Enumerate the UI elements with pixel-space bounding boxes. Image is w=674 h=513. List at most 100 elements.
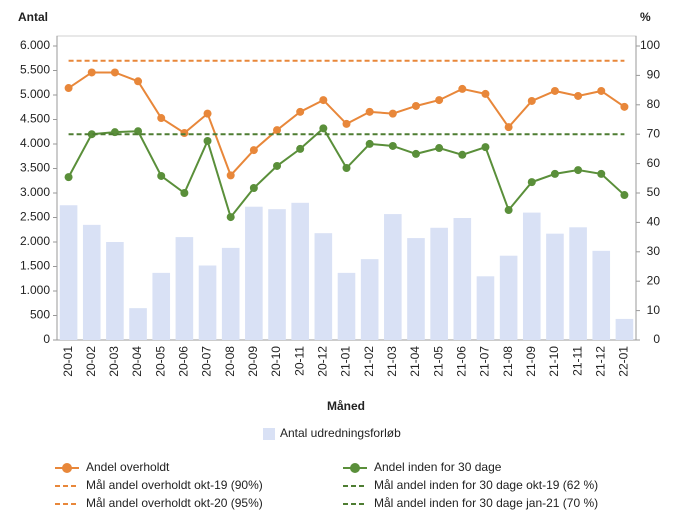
marker xyxy=(180,129,189,138)
y-tick-label: 4.000 xyxy=(20,136,50,150)
marker xyxy=(458,84,467,93)
x-tick-label: 21-11 xyxy=(570,346,584,376)
x-tick-label: 21-02 xyxy=(362,346,376,377)
y-tick-label: 3.000 xyxy=(20,185,50,199)
x-tick-label: 21-10 xyxy=(547,346,561,377)
marker xyxy=(157,114,166,123)
bar xyxy=(592,250,611,340)
marker xyxy=(620,102,629,111)
marker xyxy=(226,213,235,222)
marker xyxy=(180,189,189,197)
y-axis-title: Antal xyxy=(18,10,48,24)
marker xyxy=(458,150,467,159)
x-tick-label: 20-07 xyxy=(200,346,214,377)
marker xyxy=(203,109,212,118)
bar xyxy=(314,233,333,340)
x-tick-label: 20-12 xyxy=(316,346,330,377)
marker xyxy=(481,89,490,98)
legend-label: Mål andel inden for 30 dage jan-21 (70 %… xyxy=(374,496,598,510)
marker xyxy=(411,101,420,110)
legend-marker xyxy=(62,463,72,473)
bar xyxy=(198,265,217,340)
marker xyxy=(203,136,212,145)
marker xyxy=(388,109,397,118)
x-tick-label: 21-07 xyxy=(478,346,492,377)
marker xyxy=(597,169,606,178)
marker xyxy=(597,86,606,95)
marker xyxy=(273,126,282,135)
marker xyxy=(319,96,328,105)
y2-tick-label: 60 xyxy=(647,156,661,170)
marker xyxy=(87,68,96,77)
legend-swatch xyxy=(263,428,275,440)
bar xyxy=(291,202,309,340)
x-tick-label: 20-06 xyxy=(177,346,191,377)
marker xyxy=(411,149,420,158)
bar xyxy=(360,259,379,340)
x-tick-label: 20-04 xyxy=(130,346,144,377)
marker xyxy=(249,184,258,193)
bar xyxy=(245,206,263,340)
y2-tick-label: 10 xyxy=(647,303,661,317)
x-tick-label: 21-01 xyxy=(339,346,353,377)
marker xyxy=(296,144,305,153)
y-tick-label: 0 xyxy=(43,332,50,346)
x-axis-title: Måned xyxy=(327,399,365,413)
bar xyxy=(268,209,286,340)
bar xyxy=(615,318,634,340)
legend-label: Andel overholdt xyxy=(86,460,170,474)
marker xyxy=(620,191,629,200)
x-tick-label: 21-03 xyxy=(385,346,399,377)
y-tick-label: 2.000 xyxy=(20,234,50,248)
bar xyxy=(499,255,518,340)
legend-label: Andel inden for 30 dage xyxy=(374,460,502,474)
y-tick-label: 1.000 xyxy=(20,283,50,297)
y2-tick-label: 70 xyxy=(647,126,661,140)
bar xyxy=(337,272,356,340)
marker xyxy=(365,139,374,148)
x-tick-label: 21-12 xyxy=(593,346,607,377)
x-tick-label: 20-02 xyxy=(84,346,98,377)
marker xyxy=(87,130,96,139)
y2-tick-label: 90 xyxy=(647,68,661,82)
y-tick-label: 500 xyxy=(30,308,50,322)
marker xyxy=(550,86,559,95)
x-tick-label: 21-09 xyxy=(524,346,538,377)
legend-label: Mål andel overholdt okt-20 (95%) xyxy=(86,496,263,510)
marker xyxy=(342,164,351,173)
x-tick-label: 20-05 xyxy=(153,346,167,377)
marker xyxy=(504,123,513,132)
legend-label: Mål andel overholdt okt-19 (90%) xyxy=(86,478,263,492)
x-tick-label: 22-01 xyxy=(617,346,631,377)
marker xyxy=(249,146,258,155)
bar xyxy=(106,242,124,340)
x-tick-label: 21-06 xyxy=(454,346,468,377)
bar xyxy=(569,227,587,340)
x-tick-label: 20-11 xyxy=(292,346,306,376)
x-tick-label: 21-05 xyxy=(431,346,445,377)
y-tick-label: 6.000 xyxy=(20,38,50,52)
marker xyxy=(157,171,166,180)
y2-axis-title: % xyxy=(640,10,651,24)
y-tick-label: 5.500 xyxy=(20,63,50,77)
bar xyxy=(221,247,240,340)
y2-tick-label: 80 xyxy=(647,97,661,111)
y2-tick-label: 40 xyxy=(647,215,661,229)
y2-tick-label: 0 xyxy=(653,332,660,346)
marker xyxy=(504,206,513,215)
bar xyxy=(407,238,425,340)
y2-tick-label: 30 xyxy=(647,244,661,258)
bar xyxy=(152,272,171,340)
bar xyxy=(453,217,472,340)
x-tick-label: 21-08 xyxy=(501,346,515,377)
y-tick-label: 2.500 xyxy=(20,210,50,224)
marker xyxy=(319,124,328,133)
marker xyxy=(550,169,559,178)
marker xyxy=(273,161,282,170)
marker xyxy=(134,77,143,86)
marker xyxy=(110,68,119,77)
legend-label: Mål andel inden for 30 dage okt-19 (62 %… xyxy=(374,478,598,492)
legend-marker xyxy=(350,463,360,473)
marker xyxy=(574,91,583,100)
bar xyxy=(476,276,495,340)
